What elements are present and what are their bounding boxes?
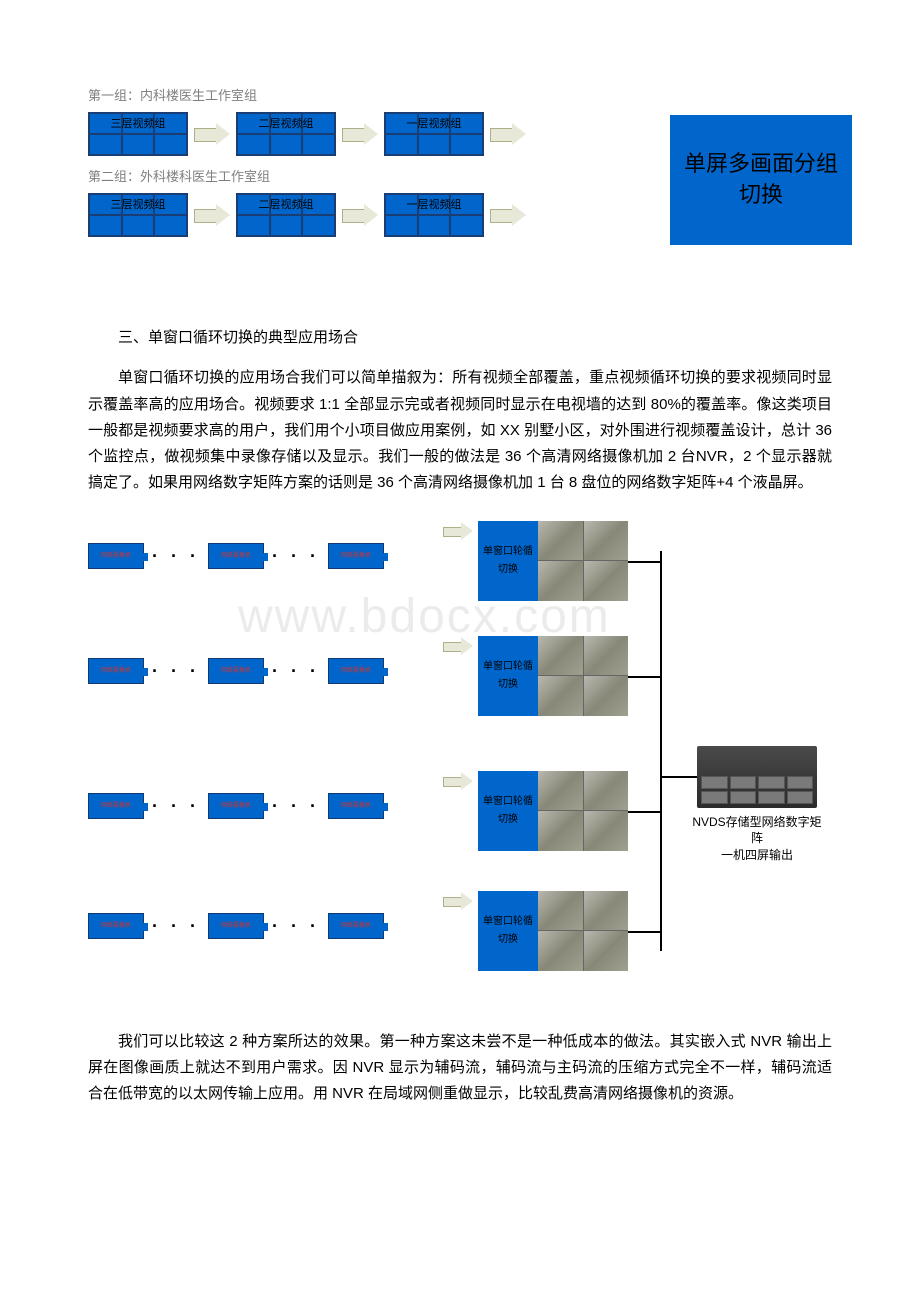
paragraph-1: 单窗口循环切换的应用场合我们可以简单描叙为：所有视频全部覆盖，重点视频循环切换的… xyxy=(88,365,832,496)
summary-box: 单屏多画面分组切换 xyxy=(670,115,852,245)
screen-thumbs xyxy=(538,891,628,971)
dots: · · · xyxy=(152,911,200,943)
paragraph-2: 我们可以比较这 2 种方案所达的效果。第一种方案这未尝不是一种低成本的做法。其实… xyxy=(88,1029,832,1108)
arrow-icon xyxy=(194,205,230,225)
camera-icon: 网络摄像机 xyxy=(88,913,144,939)
group-1-label: 第一组：内科楼医生工作室组 xyxy=(88,85,832,108)
bus-line-h xyxy=(628,811,662,813)
camera-icon: 网络摄像机 xyxy=(88,793,144,819)
dots: · · · xyxy=(272,656,320,688)
screen-block: 单窗口轮循切换 xyxy=(478,891,628,971)
arrow-icon xyxy=(342,205,378,225)
camera-row: 网络摄像机 · · · 网络摄像机 · · · 网络摄像机 xyxy=(88,656,384,688)
screen-label: 单窗口轮循切换 xyxy=(478,521,538,601)
camera-icon: 网络摄像机 xyxy=(328,543,384,569)
dots: · · · xyxy=(272,541,320,573)
dots: · · · xyxy=(152,791,200,823)
bus-line-h xyxy=(628,676,662,678)
camera-icon: 网络摄像机 xyxy=(208,793,264,819)
camera-row: 网络摄像机 · · · 网络摄像机 · · · 网络摄像机 xyxy=(88,791,384,823)
arrow-icon xyxy=(342,124,378,144)
video-grid-box: 二层视频组 xyxy=(236,193,336,237)
camera-icon: 网络摄像机 xyxy=(328,793,384,819)
screen-thumbs xyxy=(538,521,628,601)
video-grid-box: 三层视频组 xyxy=(88,112,188,156)
arrow-icon xyxy=(194,124,230,144)
arrow-icon xyxy=(490,124,526,144)
camera-icon: 网络摄像机 xyxy=(328,913,384,939)
bus-line-vertical xyxy=(660,551,662,951)
bus-line-h xyxy=(628,931,662,933)
diagram-matrix-topology: www.bdocx.com 网络摄像机 · · · 网络摄像机 · · · 网络… xyxy=(88,511,832,1011)
screen-label: 单窗口轮循切换 xyxy=(478,891,538,971)
camera-icon: 网络摄像机 xyxy=(328,658,384,684)
screen-block: 单窗口轮循切换 xyxy=(478,521,628,601)
arrow-icon xyxy=(443,523,473,539)
server-icon xyxy=(697,746,817,808)
screen-thumbs xyxy=(538,771,628,851)
video-grid-box: 一层视频组 xyxy=(384,112,484,156)
camera-row: 网络摄像机 · · · 网络摄像机 · · · 网络摄像机 xyxy=(88,541,384,573)
screen-block: 单窗口轮循切换 xyxy=(478,636,628,716)
screen-label: 单窗口轮循切换 xyxy=(478,771,538,851)
camera-icon: 网络摄像机 xyxy=(208,913,264,939)
camera-icon: 网络摄像机 xyxy=(208,658,264,684)
video-grid-box: 一层视频组 xyxy=(384,193,484,237)
dots: · · · xyxy=(272,911,320,943)
arrow-icon xyxy=(443,893,473,909)
arrow-icon xyxy=(490,205,526,225)
bus-line-h xyxy=(628,561,662,563)
dots: · · · xyxy=(272,791,320,823)
server: NVDS存储型网络数字矩阵 一机四屏输出 xyxy=(692,746,822,864)
arrow-icon xyxy=(443,638,473,654)
section-title: 三、单窗口循环切换的典型应用场合 xyxy=(88,325,832,351)
video-grid-box: 三层视频组 xyxy=(88,193,188,237)
screen-label: 单窗口轮循切换 xyxy=(478,636,538,716)
server-label: NVDS存储型网络数字矩阵 一机四屏输出 xyxy=(692,814,822,864)
diagram-group-switch: 第一组：内科楼医生工作室组 三层视频组 二层视频组 一层视频组 第二组：外科 xyxy=(88,85,832,305)
camera-icon: 网络摄像机 xyxy=(88,543,144,569)
camera-row: 网络摄像机 · · · 网络摄像机 · · · 网络摄像机 xyxy=(88,911,384,943)
dots: · · · xyxy=(152,541,200,573)
screen-thumbs xyxy=(538,636,628,716)
arrow-icon xyxy=(443,773,473,789)
screen-block: 单窗口轮循切换 xyxy=(478,771,628,851)
video-grid-box: 二层视频组 xyxy=(236,112,336,156)
camera-icon: 网络摄像机 xyxy=(208,543,264,569)
camera-icon: 网络摄像机 xyxy=(88,658,144,684)
dots: · · · xyxy=(152,656,200,688)
